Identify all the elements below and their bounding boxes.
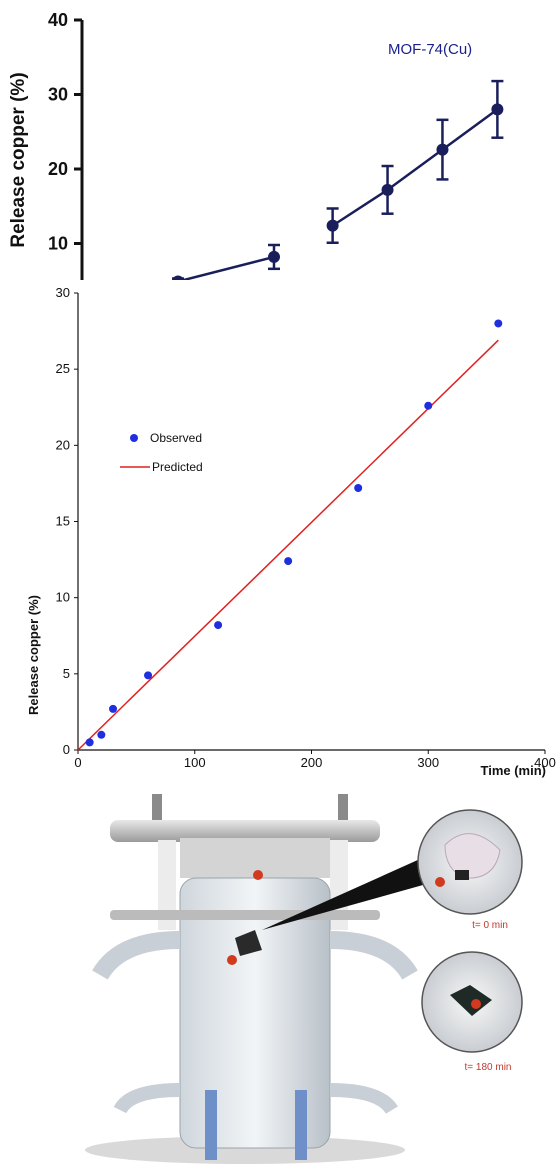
inset-bottom-label: t= 180 min: [465, 1062, 512, 1073]
observed-point: [494, 319, 503, 328]
inset-bottom-sample: [450, 985, 492, 1016]
release-chart-mof74: 0102030400306090120200300400 Release cop…: [8, 10, 504, 280]
zoom-wedge: [262, 850, 448, 930]
lower-arm-left: [113, 1083, 181, 1114]
x-tick-label: 200: [301, 755, 323, 770]
tube-left: [205, 1090, 217, 1160]
sample: [235, 930, 262, 956]
mid-flange: [110, 910, 380, 920]
observed-point: [97, 730, 106, 739]
inset-bottom-red: [471, 999, 481, 1009]
y-axis-label: Release copper (%): [26, 595, 41, 715]
y-tick-label: 20: [48, 159, 68, 179]
x-tick-label: 100: [184, 755, 206, 770]
observed-point: [354, 483, 363, 492]
series-line-left: [178, 255, 275, 280]
reactor-photo: t= 0 min t= 180 min: [85, 794, 523, 1164]
observed-point: [85, 738, 94, 747]
y-tick-label: 0: [63, 742, 70, 757]
side-arm-right: [329, 931, 418, 980]
y-tick-label: 5: [63, 666, 70, 681]
sample-red-top: [253, 870, 263, 880]
inset-top-sample: [455, 870, 469, 880]
legend-label: MOF-74(Cu): [388, 41, 472, 58]
bolt-right: [338, 794, 348, 824]
y-tick-label: 30: [56, 285, 70, 300]
legend-predicted-label: Predicted: [152, 460, 203, 474]
y-tick-label: 40: [48, 10, 68, 30]
data-point: [326, 219, 339, 232]
lower-arm-right: [329, 1083, 398, 1115]
y-tick-label: 30: [48, 85, 68, 105]
data-point: [381, 183, 394, 196]
inset-top-red: [435, 877, 445, 887]
observed-point: [109, 704, 118, 713]
observed-point: [424, 401, 433, 410]
y-tick-label: 10: [56, 590, 70, 605]
side-arm-left: [92, 931, 181, 980]
y-axis-label: Release copper (%): [8, 72, 29, 247]
post-left: [158, 840, 176, 930]
data-point: [436, 143, 449, 156]
sample-red: [227, 955, 237, 965]
predicted-line: [77, 339, 499, 751]
y-tick-label: 10: [48, 234, 68, 254]
inset-top-label: t= 0 min: [472, 920, 508, 931]
y-tick-label: 25: [56, 361, 70, 376]
inset-top-foil: [444, 833, 501, 879]
observed-point: [284, 557, 293, 566]
legend-observed-marker: [130, 434, 138, 442]
x-axis-label: Time (min): [481, 763, 547, 778]
y-tick-label: 15: [56, 514, 70, 529]
series-line-right: [331, 108, 499, 227]
top-flange: [110, 820, 380, 842]
x-tick-label: 400: [534, 755, 556, 770]
data-point: [172, 275, 184, 280]
data-point: [268, 250, 280, 263]
x-tick-label: 300: [417, 755, 439, 770]
observed-point: [144, 671, 153, 680]
y-tick-label: 20: [56, 437, 70, 452]
observed-point: [214, 621, 223, 630]
bolt-left: [152, 794, 162, 824]
legend-observed-label: Observed: [150, 431, 202, 445]
x-tick-label: 0: [74, 755, 81, 770]
tube-right: [295, 1090, 307, 1160]
data-point: [491, 103, 504, 116]
